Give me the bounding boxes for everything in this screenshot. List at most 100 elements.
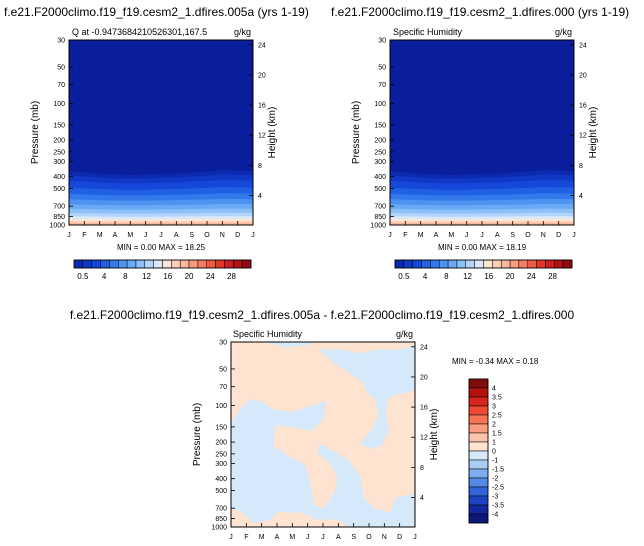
colorbar-label: 0.5: [77, 272, 89, 281]
month-tick-label: J: [67, 232, 71, 239]
month-tick-label: O: [204, 232, 210, 239]
colorbar-swatch: [456, 259, 467, 269]
colorbar-swatch: [91, 259, 101, 269]
panel-title: f.e21.F2000climo.f19_f19.cesm2_1.dfires.…: [70, 308, 575, 322]
colorbar-swatch: [474, 259, 484, 269]
pressure-tick-label: 1000: [49, 223, 65, 230]
colorbar-swatch: [206, 259, 216, 269]
colorbar-label: -4: [492, 512, 498, 519]
colorbar-swatch: [421, 259, 431, 269]
month-tick-label: S: [351, 534, 356, 541]
panel-control: f.e21.F2000climo.f19_f19.cesm2_1.dfires.…: [331, 5, 629, 281]
month-tick-label: J: [251, 232, 255, 239]
month-tick-label: A: [174, 232, 179, 239]
colorbar-swatch: [468, 378, 489, 389]
height-tick-label: 12: [258, 133, 266, 140]
month-tick-label: F: [82, 232, 86, 239]
colorbar-swatch: [518, 259, 529, 269]
colorbar-label: -3: [492, 494, 498, 501]
panel-experiment: f.e21.F2000climo.f19_f19.cesm2_1.dfires.…: [4, 5, 309, 281]
colorbar-swatch: [135, 259, 146, 269]
pressure-tick-label: 500: [374, 186, 386, 193]
y-axis-title: Pressure (mb): [192, 403, 203, 466]
colorbar-swatch: [468, 441, 489, 452]
colorbar-swatch: [468, 486, 489, 497]
negative-region: [231, 399, 415, 527]
pressure-tick-label: 50: [219, 366, 227, 373]
colorbar-swatch: [73, 259, 84, 269]
colorbar-label: 3.5: [492, 395, 502, 402]
month-tick-label: J: [306, 534, 310, 541]
pressure-tick-label: 70: [219, 384, 227, 391]
pressure-tick-label: 850: [215, 516, 227, 523]
pressure-tick-label: 30: [219, 340, 227, 347]
height-tick-label: 8: [420, 465, 424, 472]
pressure-tick-label: 400: [215, 476, 227, 483]
height-tick-label: 8: [258, 163, 262, 170]
colorbar-swatch: [468, 504, 489, 515]
colorbar-swatch: [468, 423, 489, 434]
colorbar-swatch: [536, 259, 546, 269]
colorbar-swatch: [439, 259, 449, 269]
colorbar-swatch: [241, 259, 252, 269]
height-tick-label: 16: [420, 405, 428, 412]
month-tick-label: M: [259, 534, 265, 541]
colorbar-label: 8: [123, 272, 128, 281]
pressure-tick-label: 250: [53, 149, 65, 156]
month-tick-label: M: [97, 232, 103, 239]
pressure-tick-label: 70: [57, 82, 65, 89]
pressure-tick-label: 1000: [370, 223, 386, 230]
month-tick-label: N: [541, 232, 546, 239]
pressure-tick-label: 700: [53, 204, 65, 211]
pressure-tick-label: 70: [378, 82, 386, 89]
colorbar-swatch: [468, 477, 489, 488]
colorbar-swatch: [545, 259, 555, 269]
colorbar-label: 1.5: [492, 431, 502, 438]
colorbar-label: -2: [492, 476, 498, 483]
panel-subtitle: Specific Humidity: [393, 27, 463, 37]
colorbar-label: 16: [484, 272, 493, 281]
colorbar-swatch: [224, 259, 234, 269]
month-tick-label: A: [336, 534, 341, 541]
colorbar-swatch: [162, 259, 172, 269]
colorbar-label: 12: [463, 272, 472, 281]
negative-region: [319, 345, 415, 450]
month-tick-label: F: [403, 232, 407, 239]
month-tick-label: O: [366, 534, 372, 541]
height-tick-label: 16: [258, 103, 266, 110]
colorbar-label: 28: [227, 272, 236, 281]
colorbar-label: 1: [492, 440, 496, 447]
colorbar-swatch: [468, 387, 489, 398]
height-tick-label: 12: [420, 435, 428, 442]
pressure-tick-label: 300: [53, 159, 65, 166]
height-tick-label: 20: [420, 374, 428, 381]
month-tick-label: J: [480, 232, 484, 239]
pressure-tick-label: 850: [374, 214, 386, 221]
month-tick-label: D: [397, 534, 402, 541]
pressure-tick-label: 1000: [211, 525, 227, 532]
colorbar-swatch: [109, 259, 119, 269]
month-tick-label: J: [413, 534, 417, 541]
pressure-tick-label: 500: [215, 488, 227, 495]
month-tick-label: A: [275, 534, 280, 541]
panel-difference: f.e21.F2000climo.f19_f19.cesm2_1.dfires.…: [70, 308, 575, 541]
colorbar-swatch: [394, 259, 405, 269]
colorbar-swatch: [100, 259, 110, 269]
colorbar-swatch: [233, 259, 243, 269]
panel-subtitle: Specific Humidity: [233, 329, 303, 339]
min-max-stats: MIN = -0.34 MAX = 0.18: [452, 357, 539, 366]
height-tick-label: 20: [258, 72, 266, 79]
height-tick-label: 24: [420, 344, 428, 351]
colorbar-swatch: [153, 259, 163, 269]
pressure-tick-label: 50: [57, 64, 65, 71]
colorbar-label: 3: [492, 404, 496, 411]
month-tick-label: D: [235, 232, 240, 239]
height-tick-label: 20: [579, 72, 587, 79]
pressure-tick-label: 400: [374, 174, 386, 181]
colorbar-swatch: [188, 259, 199, 269]
month-tick-label: A: [495, 232, 500, 239]
colorbar-swatch: [468, 468, 489, 479]
height-tick-label: 4: [579, 193, 583, 200]
colorbar-swatch: [468, 414, 489, 425]
colorbar-label: 4: [423, 272, 428, 281]
